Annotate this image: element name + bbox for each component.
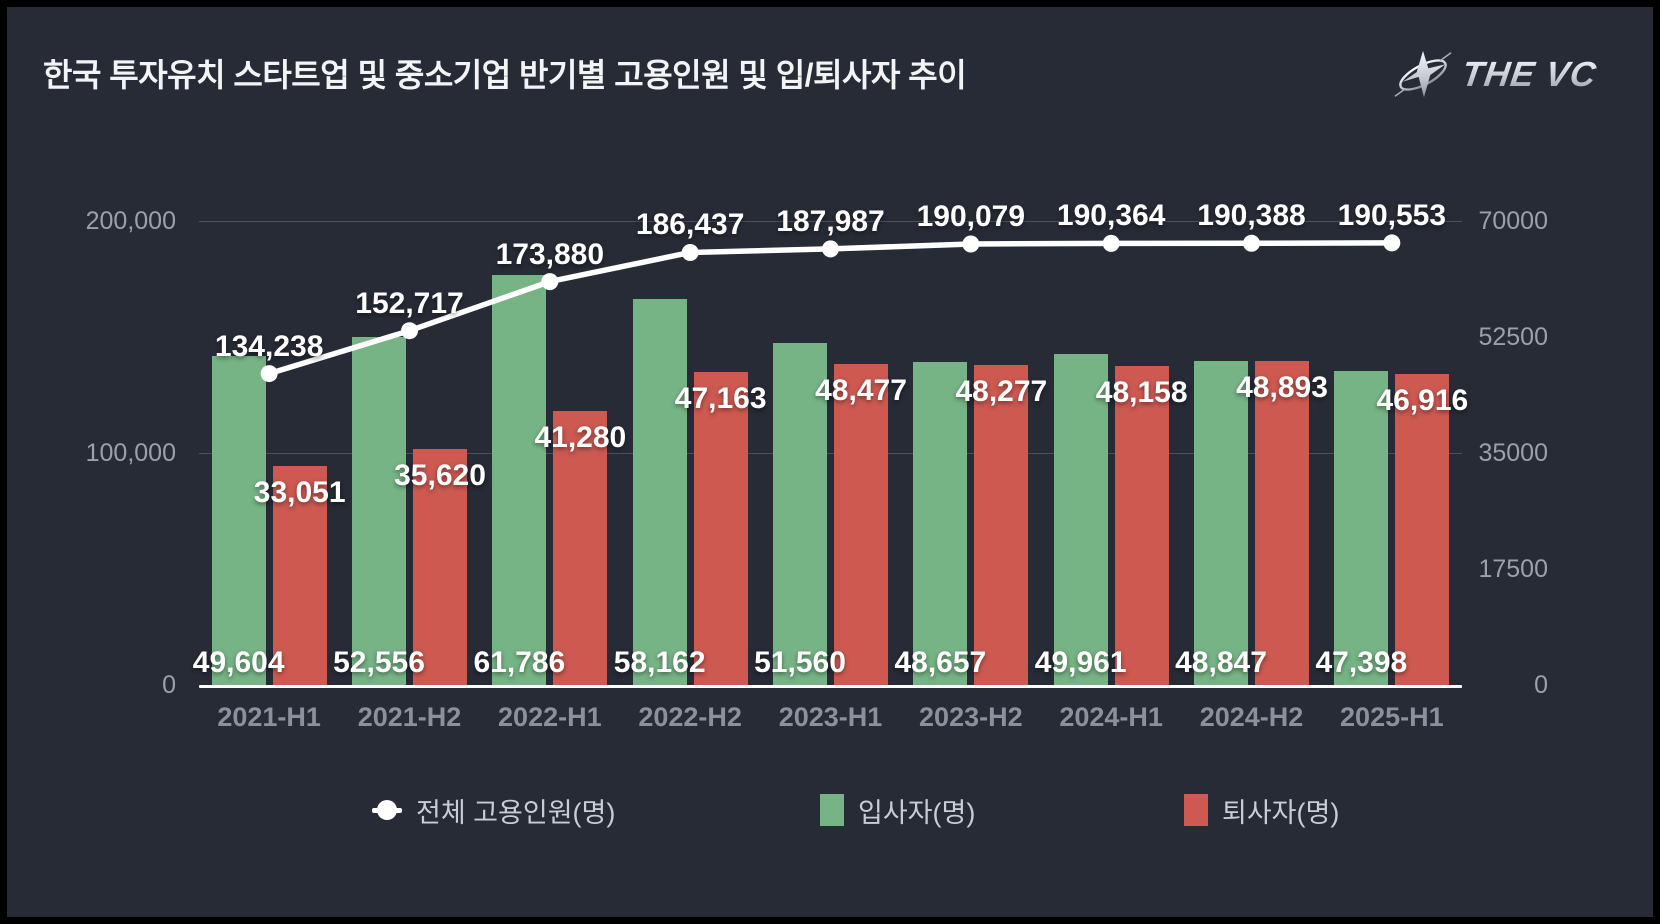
left-axis-tick-label: 200,000 bbox=[85, 207, 176, 235]
leavers-bar bbox=[1395, 374, 1450, 685]
thevc-planet-orbit-icon bbox=[1394, 50, 1452, 98]
horizontal-gridline bbox=[199, 453, 1462, 454]
employment-value-label: 187,987 bbox=[776, 204, 885, 238]
right-axis-tick-label: 17500 bbox=[1478, 555, 1548, 583]
employment-line-point bbox=[822, 240, 839, 258]
hires-bar bbox=[1334, 370, 1389, 685]
leavers-value-label: 35,620 bbox=[394, 458, 486, 492]
leavers-bar bbox=[693, 372, 748, 685]
right-axis-tick-label: 70000 bbox=[1478, 207, 1548, 235]
employment-line-point bbox=[962, 235, 980, 253]
employment-value-label: 173,880 bbox=[495, 237, 605, 271]
leavers-value-label: 41,280 bbox=[534, 421, 627, 455]
hires-bar bbox=[1194, 361, 1248, 685]
hires-value-label: 51,560 bbox=[754, 646, 846, 679]
left-axis-tick-label: 0 bbox=[162, 671, 176, 699]
leavers-value-label: 33,051 bbox=[253, 475, 346, 509]
leavers-bar bbox=[272, 465, 327, 685]
right-axis-tick-label: 35000 bbox=[1478, 439, 1548, 467]
hires-value-label: 48,847 bbox=[1175, 646, 1267, 679]
x-axis-category-label: 2021-H2 bbox=[357, 702, 462, 732]
hires-bar bbox=[492, 275, 547, 685]
employment-value-label: 190,388 bbox=[1197, 199, 1306, 233]
employment-line-point bbox=[1243, 234, 1260, 252]
x-axis-category-label: 2024-H2 bbox=[1199, 702, 1304, 732]
hires-bar bbox=[632, 299, 687, 685]
employment-value-label: 190,553 bbox=[1337, 198, 1447, 232]
x-axis-line bbox=[199, 685, 1462, 688]
x-axis-category-label: 2025-H1 bbox=[1340, 702, 1444, 732]
employment-value-label: 134,238 bbox=[214, 329, 324, 363]
employment-value-label: 190,364 bbox=[1056, 199, 1166, 233]
x-axis-category-label: 2022-H2 bbox=[638, 702, 742, 732]
leavers-bar bbox=[1255, 360, 1309, 685]
left-axis-tick-label: 100,000 bbox=[85, 439, 176, 467]
chart-title: 한국 투자유치 스타트업 및 중소기업 반기별 고용인원 및 입/퇴사자 추이 bbox=[43, 57, 967, 93]
hires-value-label: 61,786 bbox=[473, 646, 566, 679]
x-axis-category-label: 2024-H1 bbox=[1059, 702, 1163, 732]
leavers-bar bbox=[974, 364, 1029, 685]
hires-value-label: 49,604 bbox=[192, 646, 285, 679]
leavers-value-label: 48,277 bbox=[955, 374, 1048, 408]
employment-line-point bbox=[1102, 234, 1120, 252]
employment-line-point bbox=[1383, 234, 1401, 252]
leavers-value-label: 48,893 bbox=[1236, 370, 1328, 404]
employment-line-point bbox=[260, 365, 278, 383]
right-axis-tick-label: 52500 bbox=[1478, 323, 1548, 351]
leavers-value-label: 48,477 bbox=[815, 373, 907, 407]
leavers-bar bbox=[413, 448, 467, 685]
hires-value-label: 52,556 bbox=[333, 646, 425, 679]
hires-value-label: 48,657 bbox=[894, 646, 987, 679]
right-axis-tick-label: 0 bbox=[1534, 671, 1548, 699]
x-axis-category-label: 2023-H1 bbox=[778, 702, 883, 732]
leavers-bar bbox=[553, 411, 608, 685]
hires-bar bbox=[352, 336, 406, 685]
hires-bar bbox=[773, 343, 827, 685]
leavers-value-label: 47,163 bbox=[674, 382, 767, 416]
leavers-value-label: 46,916 bbox=[1376, 384, 1469, 417]
employment-value-label: 186,437 bbox=[635, 208, 745, 242]
hires-bar bbox=[913, 362, 968, 685]
employment-value-label: 190,079 bbox=[916, 200, 1026, 234]
leavers-value-label: 48,158 bbox=[1095, 375, 1188, 409]
hires-value-label: 58,162 bbox=[613, 646, 706, 679]
hires-value-label: 49,961 bbox=[1034, 646, 1127, 679]
x-axis-category-label: 2021-H1 bbox=[217, 702, 321, 732]
horizontal-gridline bbox=[199, 221, 1462, 222]
hires-bar bbox=[211, 356, 266, 685]
employment-value-label: 152,717 bbox=[355, 286, 464, 320]
employment-line-point bbox=[541, 273, 559, 291]
hires-bar bbox=[1053, 353, 1108, 685]
x-axis-category-label: 2023-H2 bbox=[919, 702, 1023, 732]
employment-line-point bbox=[681, 243, 699, 261]
x-axis-category-label: 2022-H1 bbox=[498, 702, 602, 732]
employment-line-point bbox=[401, 322, 418, 340]
leavers-bar bbox=[1114, 365, 1169, 685]
thevc-logo: THE VC bbox=[1394, 44, 1624, 106]
hires-value-label: 47,398 bbox=[1315, 646, 1408, 679]
leavers-bar bbox=[834, 363, 888, 685]
